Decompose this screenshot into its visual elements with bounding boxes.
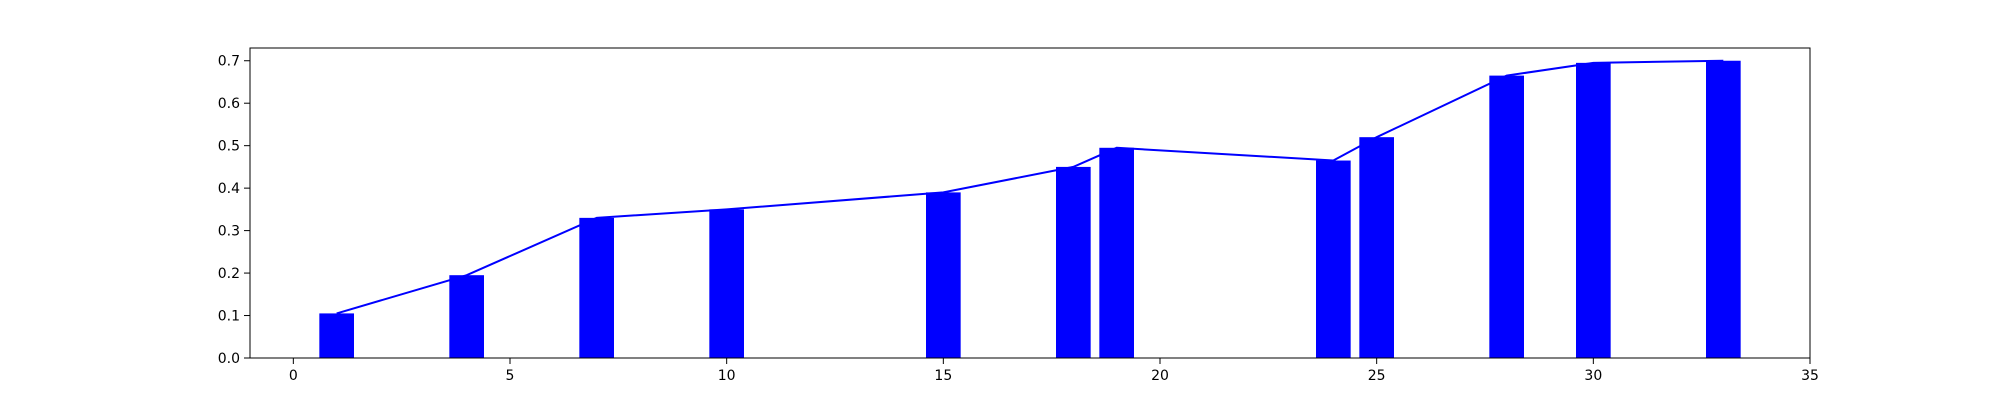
plot-frame [249,47,1811,359]
x-tick-label-2: 10 [718,368,736,384]
axes-layer: 0 5 10 15 20 25 30 35 0.0 0.1 0.2 0.3 0.4 0.5 0.6 0.7 [218,47,1819,384]
x-tick-label-5: 25 [1368,368,1386,384]
x-tick-label-6: 30 [1584,368,1602,384]
y-tick-label-4: 0.4 [218,181,240,197]
bar-7 [1316,160,1351,358]
bar-0 [319,313,354,358]
x-tick-label-3: 15 [934,368,952,384]
y-tick-label-1: 0.1 [218,309,240,325]
y-tick-label-3: 0.3 [218,224,240,240]
x-tick-label-0: 0 [289,368,298,384]
bar-8 [1359,137,1394,358]
y-tick-label-2: 0.2 [218,266,240,282]
bar-4 [926,192,961,358]
x-tick-label-4: 20 [1151,368,1169,384]
bar-10 [1576,62,1611,359]
bar-9 [1489,75,1524,359]
y-tick-label-7: 0.7 [218,54,240,70]
bar-6 [1099,147,1134,358]
line-layer [336,59,1724,315]
bar-1 [449,275,484,358]
y-tick-label-0: 0.0 [218,351,240,367]
series-line [336,59,1724,315]
x-tick-label-7: 35 [1801,368,1819,384]
y-tick-label-5: 0.5 [218,139,240,155]
bar-5 [1056,166,1091,358]
bar-11 [1706,60,1741,359]
bar-2 [579,217,614,358]
x-tick-label-1: 5 [506,368,515,384]
y-tick-label-6: 0.6 [218,96,240,112]
bars-layer [319,60,1741,359]
bar-3 [709,209,744,358]
